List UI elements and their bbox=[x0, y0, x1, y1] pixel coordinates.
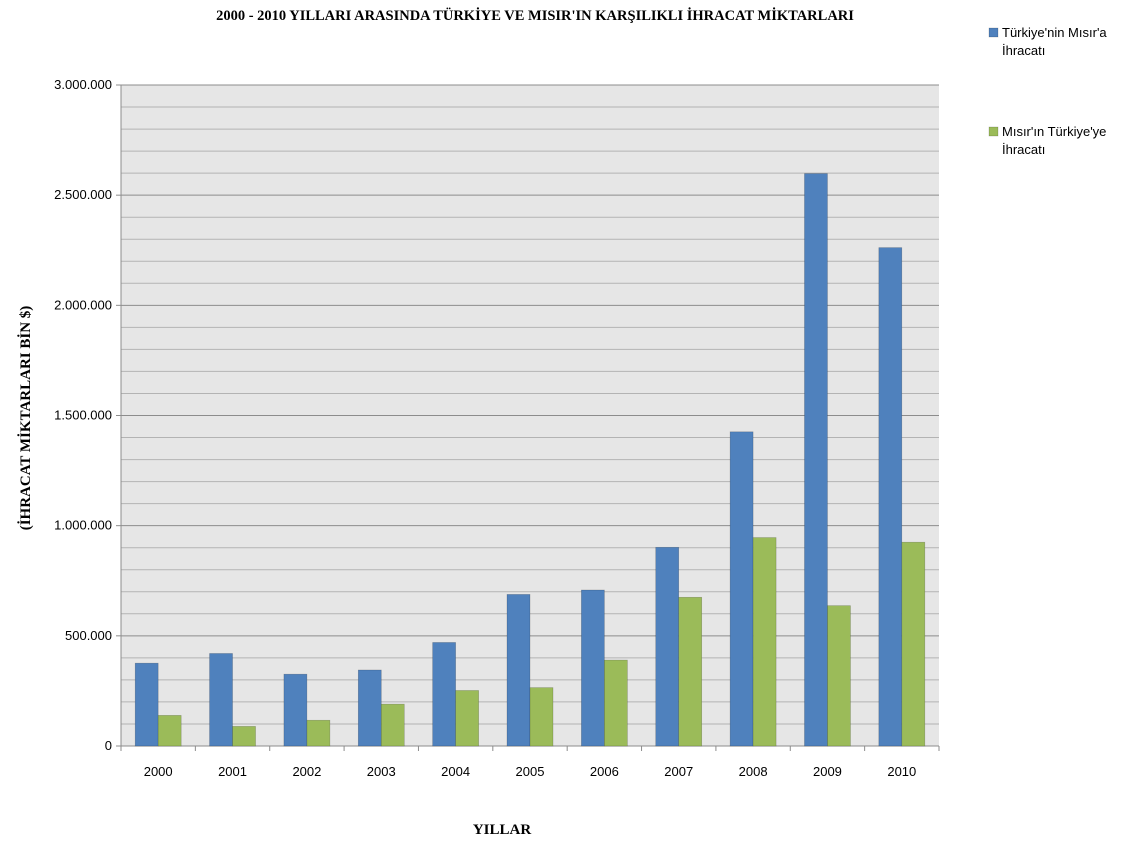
y-tick-label: 3.000.000 bbox=[54, 77, 112, 92]
x-tick-label: 2006 bbox=[590, 764, 619, 779]
bar-turkey-to-egypt-2006 bbox=[581, 589, 605, 747]
bar-egypt-to-turkey-2003 bbox=[380, 703, 405, 747]
x-tick-label: 2004 bbox=[441, 764, 470, 779]
x-tick-label: 2002 bbox=[292, 764, 321, 779]
bar-turkey-to-egypt-2009 bbox=[804, 173, 828, 747]
bar-egypt-to-turkey-2007 bbox=[678, 596, 703, 747]
y-tick-label: 500.000 bbox=[65, 628, 112, 643]
bars-group bbox=[134, 173, 926, 747]
bar-turkey-to-egypt-2007 bbox=[655, 546, 680, 747]
y-axis-title: (İHRACAT MİKTARLARI BİN $) bbox=[17, 306, 34, 531]
x-tick-label: 2009 bbox=[813, 764, 842, 779]
bar-egypt-to-turkey-2005 bbox=[529, 687, 554, 747]
y-tick-label: 1.000.000 bbox=[54, 518, 112, 533]
bar-egypt-to-turkey-2009 bbox=[827, 605, 851, 747]
x-tick-label: 2001 bbox=[218, 764, 247, 779]
bar-turkey-to-egypt-2010 bbox=[878, 247, 903, 747]
bar-turkey-to-egypt-2005 bbox=[506, 594, 531, 747]
bar-egypt-to-turkey-2006 bbox=[604, 659, 628, 747]
bar-turkey-to-egypt-2004 bbox=[432, 642, 456, 747]
bar-turkey-to-egypt-2000 bbox=[134, 662, 159, 747]
y-tick-label: 2.000.000 bbox=[54, 297, 112, 312]
x-tick-label: 2003 bbox=[367, 764, 396, 779]
x-axis-title: YILLAR bbox=[473, 822, 532, 838]
bar-egypt-to-turkey-2000 bbox=[157, 715, 182, 747]
x-tick-label: 2007 bbox=[664, 764, 693, 779]
legend-label: İhracatı bbox=[1002, 142, 1045, 157]
bar-egypt-to-turkey-2010 bbox=[901, 541, 926, 747]
bar-egypt-to-turkey-2008 bbox=[752, 537, 777, 747]
x-tick-label: 2000 bbox=[144, 764, 173, 779]
bar-turkey-to-egypt-2003 bbox=[357, 669, 382, 747]
y-axis-ticks: 0 500.000 1.000.000 1.500.000 2.000.000 2.500… bbox=[54, 77, 121, 753]
chart-title: 2000 - 2010 YILLARI ARASINDA TÜRKİYE VE … bbox=[216, 7, 854, 24]
x-axis-ticks: 2000 2001 2002 2003 2004 2005 2006 2007 2008 2009… bbox=[120, 746, 940, 779]
legend-label: İhracatı bbox=[1002, 43, 1045, 58]
legend-swatch bbox=[988, 27, 999, 38]
bar-egypt-to-turkey-2002 bbox=[306, 719, 331, 747]
legend-label: Mısır'ın Türkiye'ye bbox=[1002, 124, 1106, 139]
legend: Türkiye'nin Mısır'a İhracatı Mısır'ın Türk… bbox=[988, 25, 1107, 157]
x-tick-label: 2005 bbox=[516, 764, 545, 779]
y-tick-label: 2.500.000 bbox=[54, 187, 112, 202]
x-tick-label: 2010 bbox=[887, 764, 916, 779]
y-tick-label: 1.500.000 bbox=[54, 408, 112, 423]
bar-turkey-to-egypt-2001 bbox=[209, 653, 233, 747]
legend-label: Türkiye'nin Mısır'a bbox=[1002, 25, 1107, 40]
bar-turkey-to-egypt-2008 bbox=[729, 431, 754, 747]
bar-egypt-to-turkey-2004 bbox=[455, 690, 479, 747]
bar-turkey-to-egypt-2002 bbox=[283, 673, 308, 747]
y-tick-label: 0 bbox=[105, 738, 112, 753]
bar-egypt-to-turkey-2001 bbox=[232, 726, 256, 747]
x-tick-label: 2008 bbox=[739, 764, 768, 779]
legend-swatch bbox=[988, 126, 999, 137]
